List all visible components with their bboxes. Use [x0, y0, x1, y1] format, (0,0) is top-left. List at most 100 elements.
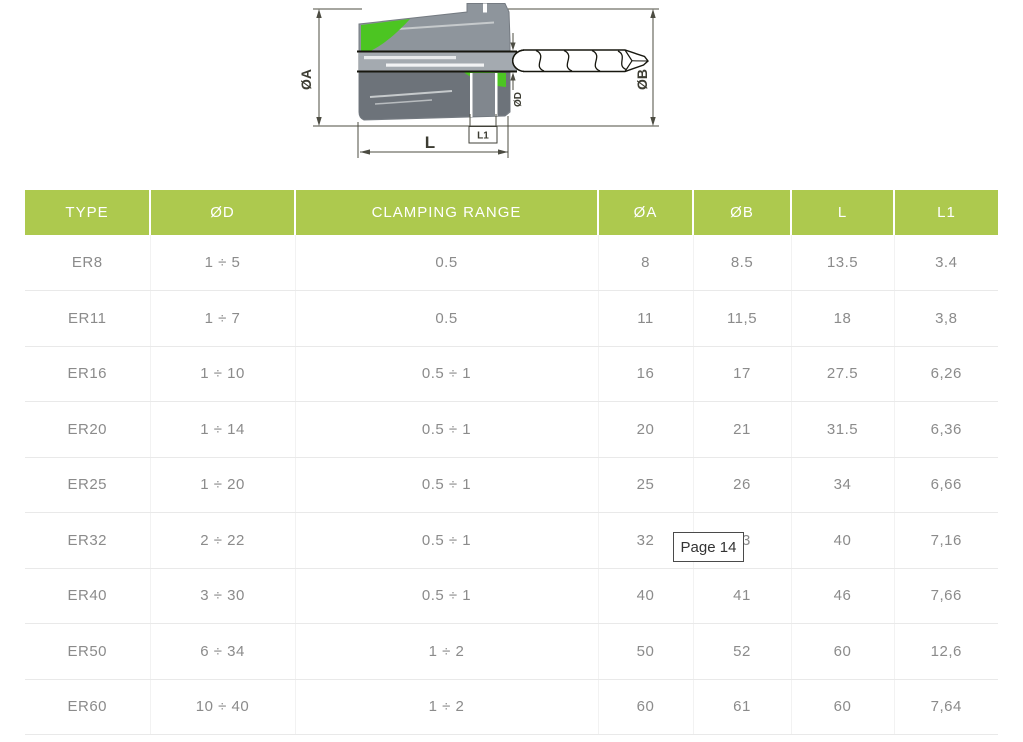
cell-type: ER32	[25, 512, 151, 569]
cell-value: 11,5	[693, 290, 792, 347]
table-row: ER50 6 ÷ 34 1 ÷ 2 50 52 60 12,6	[25, 623, 998, 680]
cell-value: 18	[791, 290, 895, 347]
collet-body	[357, 3, 517, 121]
cell-value: 2 ÷ 22	[150, 512, 296, 569]
dim-label-dia-d: ØD	[513, 92, 524, 107]
cell-value: 25	[598, 457, 694, 513]
collet-spec-table: TYPE ØD CLAMPING RANGE ØA ØB L L1 ER8 1 ÷…	[25, 190, 998, 735]
header-l1: L1	[893, 190, 998, 235]
cell-value: 8	[598, 235, 694, 291]
collet-slot-line	[374, 99, 433, 105]
cell-value: 16	[598, 346, 694, 402]
cell-value: 1 ÷ 14	[150, 401, 296, 458]
table-row: ER25 1 ÷ 20 0.5 ÷ 1 25 26 34 6,66	[25, 457, 998, 513]
cell-type: ER8	[25, 235, 151, 291]
cell-value: 60	[791, 679, 895, 735]
cell-value: 0.5 ÷ 1	[295, 512, 599, 569]
cell-value: 40	[598, 568, 694, 624]
dim-label-dia-a: ØA	[298, 69, 314, 90]
cell-type: ER40	[25, 568, 151, 624]
dim-label-l1: L1	[477, 131, 489, 142]
groove-gap	[495, 73, 498, 116]
cell-value: 52	[693, 623, 792, 680]
dim-label-dia-b: ØB	[634, 69, 650, 90]
table-header: TYPE ØD CLAMPING RANGE ØA ØB L L1	[25, 190, 998, 235]
page-number-tooltip: Page 14	[673, 532, 744, 562]
cell-value: 34	[791, 457, 895, 513]
cell-value: 0.5	[295, 235, 599, 291]
green-accent-top-left	[361, 19, 410, 55]
cell-value: 50	[598, 623, 694, 680]
cell-value: 3 ÷ 30	[150, 568, 296, 624]
collet-drawing-svg: ØA ØB ØD L L1	[298, 3, 659, 158]
cell-value: 0.5 ÷ 1	[295, 568, 599, 624]
cell-value: 20	[598, 401, 694, 458]
dim-label-l: L	[425, 133, 435, 152]
header-type: TYPE	[25, 190, 150, 235]
cell-value: 7,16	[894, 512, 998, 569]
table-row: ER40 3 ÷ 30 0.5 ÷ 1 40 41 46 7,66	[25, 568, 998, 624]
cell-value: 3.4	[894, 235, 998, 291]
header-clamping-range: CLAMPING RANGE	[294, 190, 598, 235]
cell-value: 0.5 ÷ 1	[295, 346, 599, 402]
cell-value: 26	[693, 457, 792, 513]
table-row: ER60 10 ÷ 40 1 ÷ 2 60 61 60 7,64	[25, 679, 998, 735]
cell-value: 61	[693, 679, 792, 735]
collet-diagram: ØA ØB ØD L L1	[280, 0, 680, 175]
cell-value: 6,36	[894, 401, 998, 458]
cell-type: ER11	[25, 290, 151, 347]
cell-type: ER16	[25, 346, 151, 402]
cell-value: 1 ÷ 10	[150, 346, 296, 402]
cell-value: 40	[791, 512, 895, 569]
cell-value: 3,8	[894, 290, 998, 347]
cell-value: 13.5	[791, 235, 895, 291]
cell-value: 7,64	[894, 679, 998, 735]
cell-value: 27.5	[791, 346, 895, 402]
table-header-row: TYPE ØD CLAMPING RANGE ØA ØB L L1	[25, 190, 998, 235]
cell-value: 8.5	[693, 235, 792, 291]
cell-value: 60	[598, 679, 694, 735]
cell-value: 6 ÷ 34	[150, 623, 296, 680]
table-row: ER11 1 ÷ 7 0.5 11 11,5 18 3,8	[25, 290, 998, 347]
cell-value: 12,6	[894, 623, 998, 680]
cell-value: 21	[693, 401, 792, 458]
cell-type: ER25	[25, 457, 151, 513]
bore-slot	[386, 63, 484, 67]
cell-value: 10 ÷ 40	[150, 679, 296, 735]
table-row: ER8 1 ÷ 5 0.5 8 8.5 13.5 3.4	[25, 235, 998, 291]
drill-flute	[535, 49, 545, 72]
nut-slit	[483, 3, 487, 13]
cell-value: 0.5	[295, 290, 599, 347]
cell-value: 6,66	[894, 457, 998, 513]
cell-value: 0.5 ÷ 1	[295, 401, 599, 458]
collet-slot-line	[369, 90, 453, 98]
cell-value: 11	[598, 290, 694, 347]
cell-value: 1 ÷ 7	[150, 290, 296, 347]
dimension-arrowheads	[316, 9, 656, 155]
cell-value: 7,66	[894, 568, 998, 624]
cell-value: 0.5 ÷ 1	[295, 457, 599, 513]
drill-flute	[617, 50, 627, 71]
cell-value: 1 ÷ 2	[295, 679, 599, 735]
header-l: L	[790, 190, 894, 235]
header-dia-a: ØA	[597, 190, 693, 235]
drill-flute	[563, 49, 573, 72]
cell-value: 41	[693, 568, 792, 624]
cell-value: 1 ÷ 2	[295, 623, 599, 680]
cell-value: 60	[791, 623, 895, 680]
cell-value: 17	[693, 346, 792, 402]
table-row: ER20 1 ÷ 14 0.5 ÷ 1 20 21 31.5 6,36	[25, 401, 998, 458]
header-dia-d: ØD	[149, 190, 295, 235]
cell-value: 6,26	[894, 346, 998, 402]
table-body: ER8 1 ÷ 5 0.5 8 8.5 13.5 3.4 ER11 1 ÷ 7 0.5 11 11,5…	[25, 235, 998, 735]
bore-slot	[364, 56, 456, 60]
drill-shank-end	[512, 49, 525, 73]
cell-value: 46	[791, 568, 895, 624]
dim-label-l1-box	[468, 126, 498, 144]
collet-groove-ring	[472, 73, 495, 116]
cell-value: 1 ÷ 20	[150, 457, 296, 513]
table-row: ER16 1 ÷ 10 0.5 ÷ 1 16 17 27.5 6,26	[25, 346, 998, 402]
collet-bore	[359, 52, 517, 71]
